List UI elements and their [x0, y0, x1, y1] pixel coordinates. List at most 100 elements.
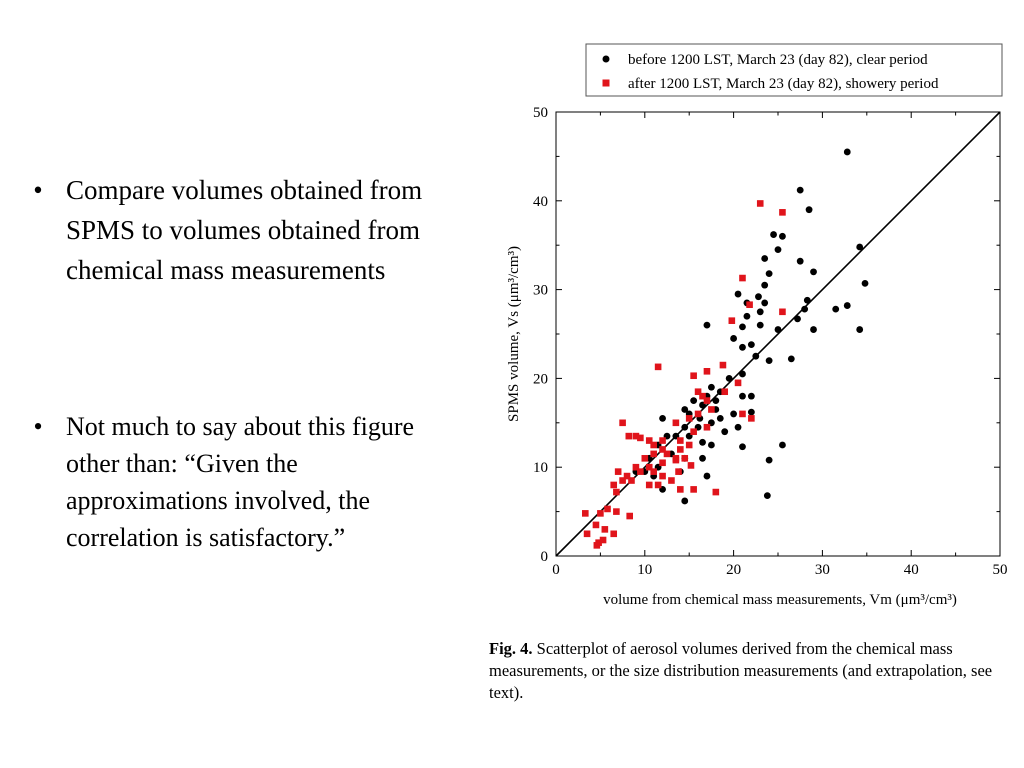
legend-box	[585, 43, 1003, 97]
data-point-after	[650, 441, 657, 449]
data-point-before	[787, 355, 795, 363]
data-point-before	[739, 370, 746, 378]
scatter-chart: before 1200 LST, March 23 (day 82), clea…	[506, 43, 1008, 608]
data-point-before	[681, 497, 689, 505]
data-point-before	[739, 443, 746, 451]
data-point-after	[628, 477, 635, 484]
x-tick-label: 50	[993, 562, 1008, 578]
data-point-after	[694, 388, 702, 396]
data-point-after	[645, 481, 653, 489]
caption-text: Scatterplot of aerosol volumes derived f…	[489, 639, 993, 702]
data-point-before	[739, 343, 746, 351]
data-point-before	[779, 232, 786, 240]
data-point-before	[690, 397, 698, 404]
data-point-before	[803, 296, 811, 304]
data-point-after	[613, 508, 620, 515]
axis-tick-labels: 0 10 20 30 40 50 0 10 20 30 40 50	[533, 105, 1008, 578]
data-point-after	[613, 488, 620, 496]
data-point-before	[703, 321, 711, 329]
data-point-before	[725, 375, 733, 382]
data-point-after	[703, 397, 711, 404]
x-tick-label: 30	[815, 562, 830, 578]
data-point-after	[719, 361, 727, 369]
data-point-after	[650, 468, 657, 475]
data-point-before	[721, 428, 729, 436]
data-point-after	[681, 455, 689, 462]
data-point-after	[582, 510, 589, 517]
data-point-after	[625, 432, 633, 440]
bullet-dot: •	[33, 412, 43, 441]
x-tick-label: 10	[637, 562, 652, 578]
data-point-before	[681, 423, 689, 431]
legend: before 1200 LST, March 23 (day 82), clea…	[585, 43, 1003, 97]
data-point-before	[801, 305, 809, 313]
data-point-before	[743, 312, 751, 320]
data-point-after	[650, 450, 657, 458]
data-point-after	[690, 428, 697, 435]
caption-label: Fig. 4.	[489, 639, 533, 658]
data-point-before	[712, 397, 720, 404]
legend-marker-before	[602, 55, 610, 63]
data-point-after	[712, 488, 720, 496]
data-point-after	[632, 463, 640, 471]
data-point-after	[687, 462, 695, 469]
data-point-before	[805, 206, 813, 214]
data-point-before	[765, 456, 773, 464]
data-point-before	[761, 255, 769, 262]
data-point-after	[610, 481, 618, 489]
data-point-after	[690, 372, 697, 380]
data-point-before	[765, 357, 773, 365]
data-point-after	[694, 410, 702, 418]
data-point-after	[632, 432, 640, 440]
figure-caption: Fig. 4. Scatterplot of aerosol volumes d…	[489, 638, 1019, 704]
data-point-before	[708, 441, 715, 449]
data-point-after	[610, 530, 618, 538]
data-point-before	[763, 492, 771, 500]
axis-ticks	[555, 111, 1001, 557]
data-point-before	[739, 392, 746, 400]
legend-label-after: after 1200 LST, March 23 (day 82), showe…	[628, 76, 939, 92]
y-axis-label: SPMS volume, Vs (μm³/cm³)	[506, 246, 522, 422]
data-point-after	[659, 437, 666, 444]
data-point-after	[699, 392, 706, 400]
bullet-dot: •	[33, 175, 43, 205]
bullet-item: • Not much to say about this figure othe…	[28, 408, 458, 556]
data-point-before	[747, 392, 755, 400]
data-point-before	[810, 268, 817, 276]
y-tick-label: 40	[533, 194, 548, 210]
data-point-after	[703, 367, 711, 375]
data-point-after	[685, 441, 693, 449]
data-point-after	[623, 472, 631, 480]
data-point-after	[677, 486, 684, 493]
data-point-before	[699, 454, 706, 462]
data-point-before	[794, 315, 801, 323]
bullet-text: Not much to say about this figure other …	[66, 412, 415, 552]
data-point-after	[593, 542, 601, 549]
bullet-item: • Compare volumes obtained from SPMS to …	[28, 170, 458, 290]
x-tick-label: 40	[904, 562, 919, 578]
data-point-after	[614, 468, 622, 475]
data-point-after	[645, 463, 653, 471]
data-point-before	[730, 410, 737, 418]
x-axis-label: volume from chemical mass measurements, …	[603, 592, 957, 608]
data-point-after	[677, 437, 684, 444]
legend-marker-after	[602, 79, 610, 87]
data-point-after	[599, 536, 607, 544]
data-point-after	[626, 512, 634, 520]
data-point-after	[597, 510, 604, 517]
data-point-before	[734, 290, 742, 298]
data-point-after	[619, 419, 626, 427]
data-point-after	[583, 530, 591, 538]
legend-label-before: before 1200 LST, March 23 (day 82), clea…	[628, 52, 928, 68]
data-point-before	[699, 438, 706, 446]
data-point-before	[756, 308, 764, 316]
y-tick-label: 50	[533, 105, 548, 121]
data-point-after	[739, 410, 746, 418]
one-to-one-line	[555, 111, 1001, 557]
data-point-before	[739, 323, 746, 331]
data-point-after	[619, 477, 626, 484]
data-point-after	[654, 481, 662, 489]
data-point-after	[637, 468, 644, 475]
data-point-after	[708, 406, 715, 413]
data-point-before	[747, 408, 755, 416]
